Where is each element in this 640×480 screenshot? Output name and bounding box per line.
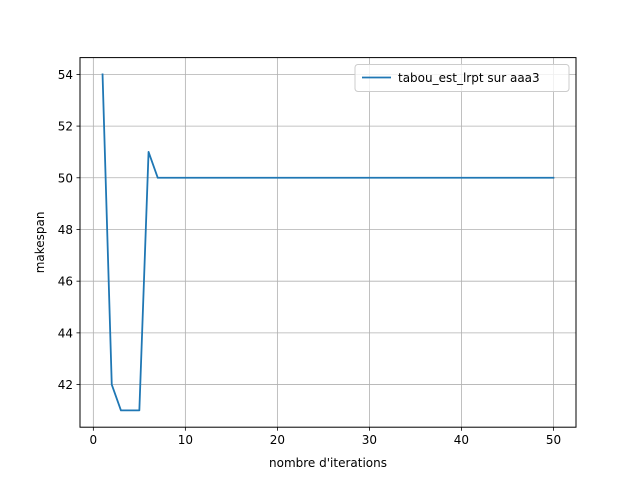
y-tick-label: 46: [58, 275, 73, 289]
legend: tabou_est_lrpt sur aaa3: [354, 64, 570, 92]
legend-box: [354, 64, 570, 92]
x-tick-label: 40: [454, 433, 469, 447]
y-tick-label: 44: [58, 326, 73, 340]
y-axis-label: makespan: [33, 212, 47, 274]
x-tick-label: 50: [546, 433, 561, 447]
x-tick-label: 10: [178, 433, 193, 447]
legend-label: tabou_est_lrpt sur aaa3: [398, 71, 540, 85]
ticks: 0 10 20 30 40 50 42 44 46 48 50 52 54: [58, 68, 561, 447]
plot-frame: [79, 57, 577, 428]
y-tick-label: 52: [58, 120, 73, 134]
y-tick-label: 54: [58, 68, 73, 82]
y-tick-label: 50: [58, 171, 73, 185]
series-layer: [101, 73, 555, 412]
x-tick-label: 30: [362, 433, 377, 447]
x-tick-label: 20: [270, 433, 285, 447]
y-tick-label: 48: [58, 223, 73, 237]
y-tick-label: 42: [58, 378, 73, 392]
x-axis-label: nombre d'iterations: [269, 456, 387, 470]
series-line: [101, 73, 555, 412]
x-tick-label: 0: [90, 433, 98, 447]
